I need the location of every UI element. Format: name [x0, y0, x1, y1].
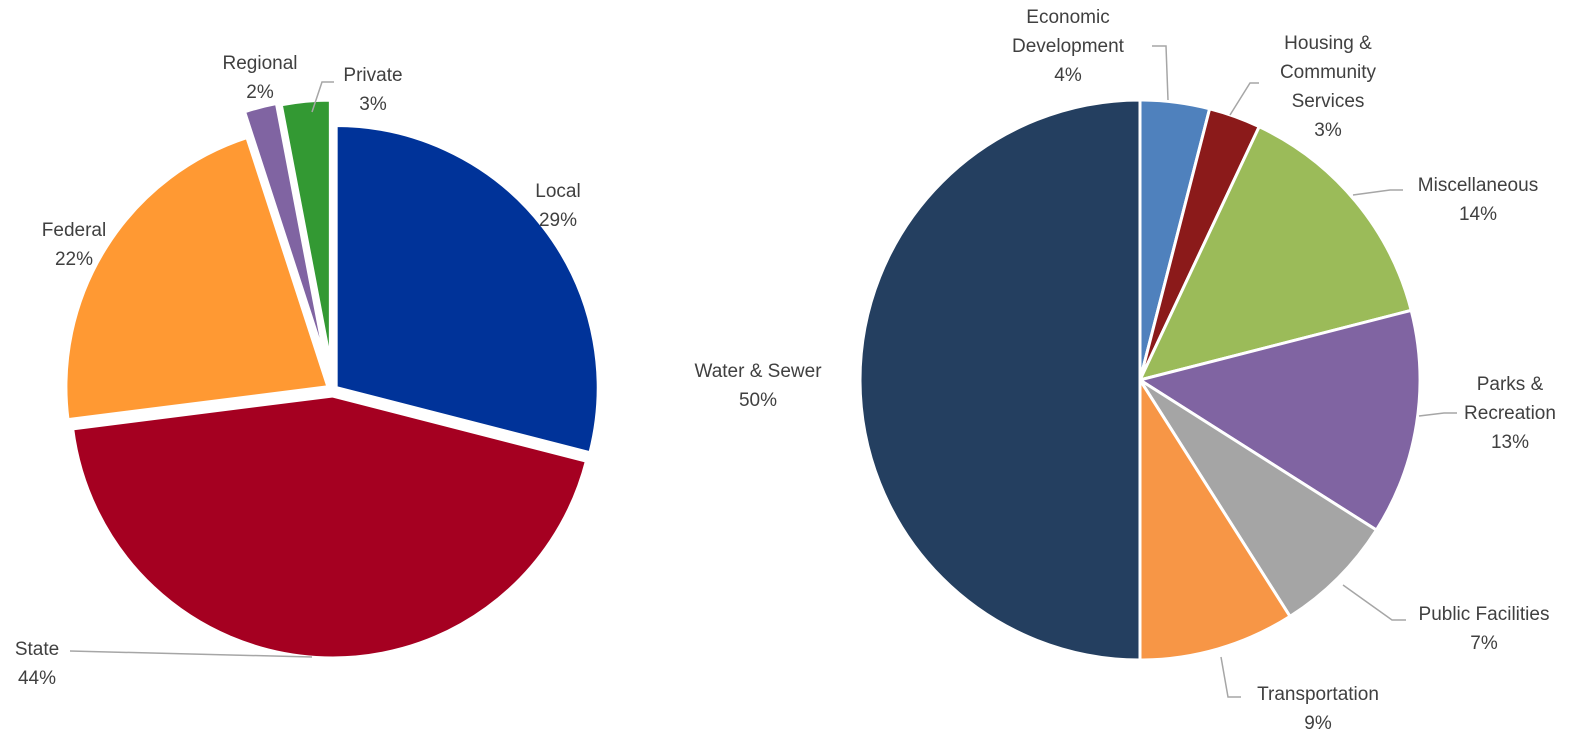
data-label-private: Private 3% — [343, 65, 402, 115]
data-label-miscellaneous: Miscellaneous 14% — [1418, 175, 1538, 225]
pie-slice-federal — [64, 136, 330, 422]
pie-slice-state — [71, 394, 588, 660]
leader-line-miscellaneous — [1352, 189, 1403, 196]
pie-slice-transportation — [1138, 378, 1292, 662]
data-label-housing-and-community-services: Housing & Community Services 3% — [1280, 33, 1377, 141]
leader-line-parks-and-recreation — [1418, 412, 1457, 417]
leader-line-public-facilities — [1342, 584, 1406, 621]
data-label-parks-and-recreation: Parks & Recreation 13% — [1464, 374, 1556, 453]
data-label-water-and-sewer: Water & Sewer 50% — [694, 361, 822, 411]
pie-slice-public-facilities — [1138, 378, 1378, 618]
data-label-state: State 44% — [15, 639, 59, 689]
data-label-federal: Federal 22% — [42, 220, 106, 270]
pie-slice-private — [279, 98, 332, 364]
leader-line-economic-development — [1152, 45, 1169, 101]
leader-line-transportation — [1220, 656, 1241, 698]
data-label-local: Local 29% — [535, 181, 580, 231]
leader-line-state — [69, 650, 313, 658]
pie-slice-parks-and-recreation — [1138, 308, 1422, 532]
funding-sources-pie: Local 29% State 44% Federal 22% Regional 2% Priv… — [15, 53, 600, 689]
project-categories-pie: Economic Development 4% Housing & Community S… — [694, 7, 1555, 734]
data-label-regional: Regional 2% — [223, 53, 298, 103]
leader-line-housing-and-community-services — [1229, 82, 1259, 116]
pie-slice-water-and-sewer — [858, 98, 1142, 662]
data-label-economic-development: Economic Development 4% — [1012, 7, 1125, 86]
pie-slice-regional — [243, 102, 328, 363]
leader-line-private — [311, 81, 334, 113]
data-label-transportation: Transportation 9% — [1257, 684, 1379, 734]
pie-slice-local — [334, 124, 600, 455]
pie-slice-miscellaneous — [1138, 125, 1413, 382]
data-label-public-facilities: Public Facilities 7% — [1419, 604, 1550, 654]
